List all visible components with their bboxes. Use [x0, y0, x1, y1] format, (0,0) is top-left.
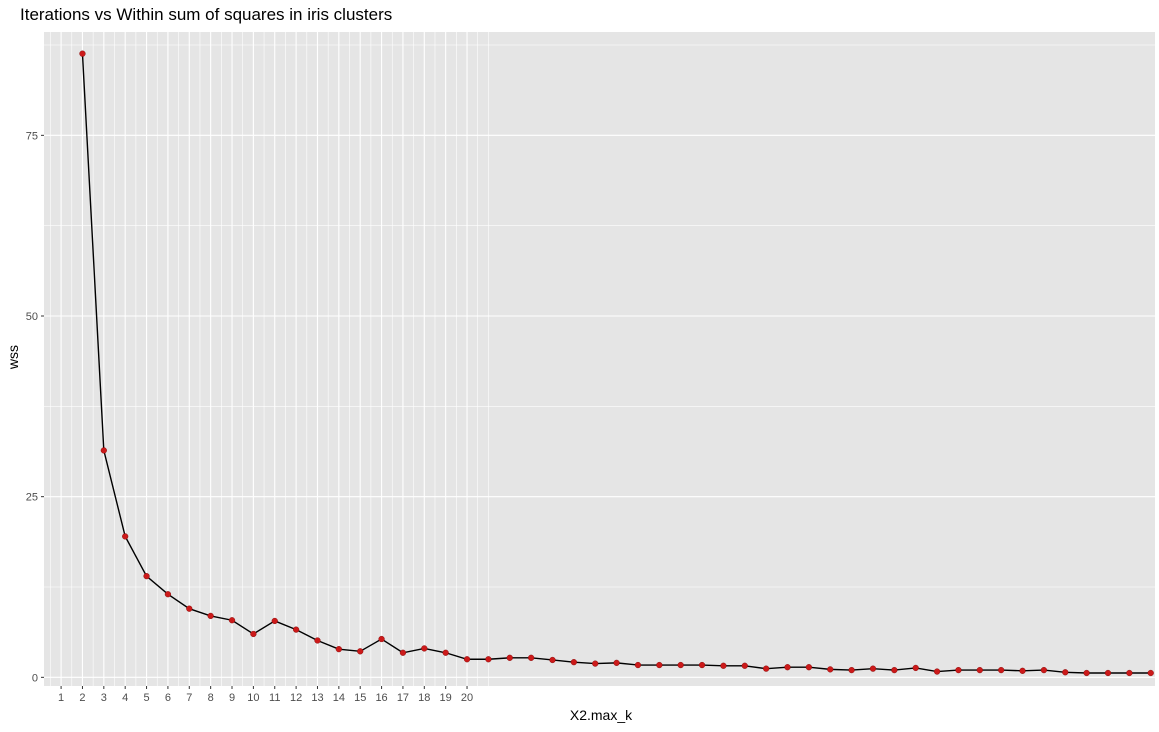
data-series: [79, 50, 1154, 677]
data-point: [207, 612, 214, 620]
data-point: [1040, 667, 1048, 674]
data-point: [485, 656, 492, 663]
data-point: [677, 661, 684, 669]
data-point: [442, 649, 449, 656]
y-tick-label: 50: [26, 311, 38, 323]
x-tick-label: 7: [186, 692, 192, 704]
data-point: [228, 617, 236, 624]
data-point: [720, 662, 727, 669]
data-point: [1083, 669, 1090, 677]
data-point: [891, 667, 898, 674]
x-tick-label: 19: [440, 692, 452, 704]
data-point: [143, 573, 150, 580]
x-tick-label: 18: [418, 692, 430, 704]
data-point: [912, 664, 919, 672]
chart-title: Iterations vs Within sum of squares in i…: [20, 5, 392, 24]
data-point: [549, 656, 556, 664]
data-point: [1062, 669, 1069, 676]
data-point: [357, 648, 364, 655]
data-point: [314, 637, 321, 644]
x-tick-label: 14: [333, 692, 345, 704]
x-tick-label: 11: [269, 692, 280, 704]
x-tick-label: 3: [101, 692, 107, 704]
x-tick-label: 5: [143, 692, 149, 704]
x-tick-label: 6: [165, 692, 171, 704]
data-point: [1019, 667, 1026, 674]
x-tick-label: 15: [354, 692, 366, 704]
data-point: [827, 666, 834, 673]
x-tick-label: 1: [58, 692, 64, 704]
data-point: [613, 659, 620, 666]
data-point: [933, 668, 941, 675]
data-point: [805, 664, 812, 671]
x-tick-label: 12: [290, 692, 302, 704]
data-point: [271, 617, 278, 625]
data-point: [869, 665, 877, 672]
data-point: [250, 630, 257, 638]
data-point: [848, 667, 855, 674]
x-tick-label: 2: [79, 692, 85, 704]
data-point: [1147, 669, 1154, 677]
data-point: [570, 659, 577, 666]
data-point: [335, 646, 342, 653]
y-axis-title: wss: [5, 345, 21, 370]
y-tick-label: 0: [32, 672, 38, 684]
data-point: [592, 660, 599, 667]
x-tick-label: 4: [122, 692, 128, 704]
data-point: [79, 50, 86, 57]
x-tick-label: 17: [397, 692, 409, 704]
data-point: [186, 605, 193, 612]
data-point: [998, 667, 1005, 674]
data-point: [528, 654, 535, 661]
x-tick-label: 9: [229, 692, 235, 704]
data-point: [741, 662, 748, 669]
x-tick-label: 13: [311, 692, 323, 704]
data-point: [399, 649, 407, 656]
plot-panel: [44, 32, 1155, 686]
data-point: [100, 447, 107, 454]
y-tick-label: 75: [26, 130, 38, 142]
data-point: [378, 635, 385, 643]
x-tick-label: 8: [208, 692, 214, 704]
x-tick-label: 10: [247, 692, 259, 704]
data-point: [122, 533, 129, 540]
data-point: [656, 661, 663, 669]
data-point: [506, 654, 513, 661]
data-point: [634, 661, 642, 669]
data-point: [976, 667, 983, 674]
data-point: [955, 667, 962, 674]
data-point: [421, 645, 428, 652]
x-tick-label: 20: [461, 692, 473, 704]
data-point: [463, 656, 471, 663]
data-point: [784, 664, 791, 671]
data-point: [1126, 669, 1133, 677]
x-tick-label: 16: [375, 692, 387, 704]
x-axis-title: X2.max_k: [570, 707, 633, 723]
data-point: [763, 665, 770, 672]
data-point: [1104, 669, 1112, 677]
y-tick-label: 25: [26, 492, 38, 504]
data-point: [698, 661, 706, 669]
data-point: [293, 626, 300, 633]
data-point: [164, 591, 172, 598]
